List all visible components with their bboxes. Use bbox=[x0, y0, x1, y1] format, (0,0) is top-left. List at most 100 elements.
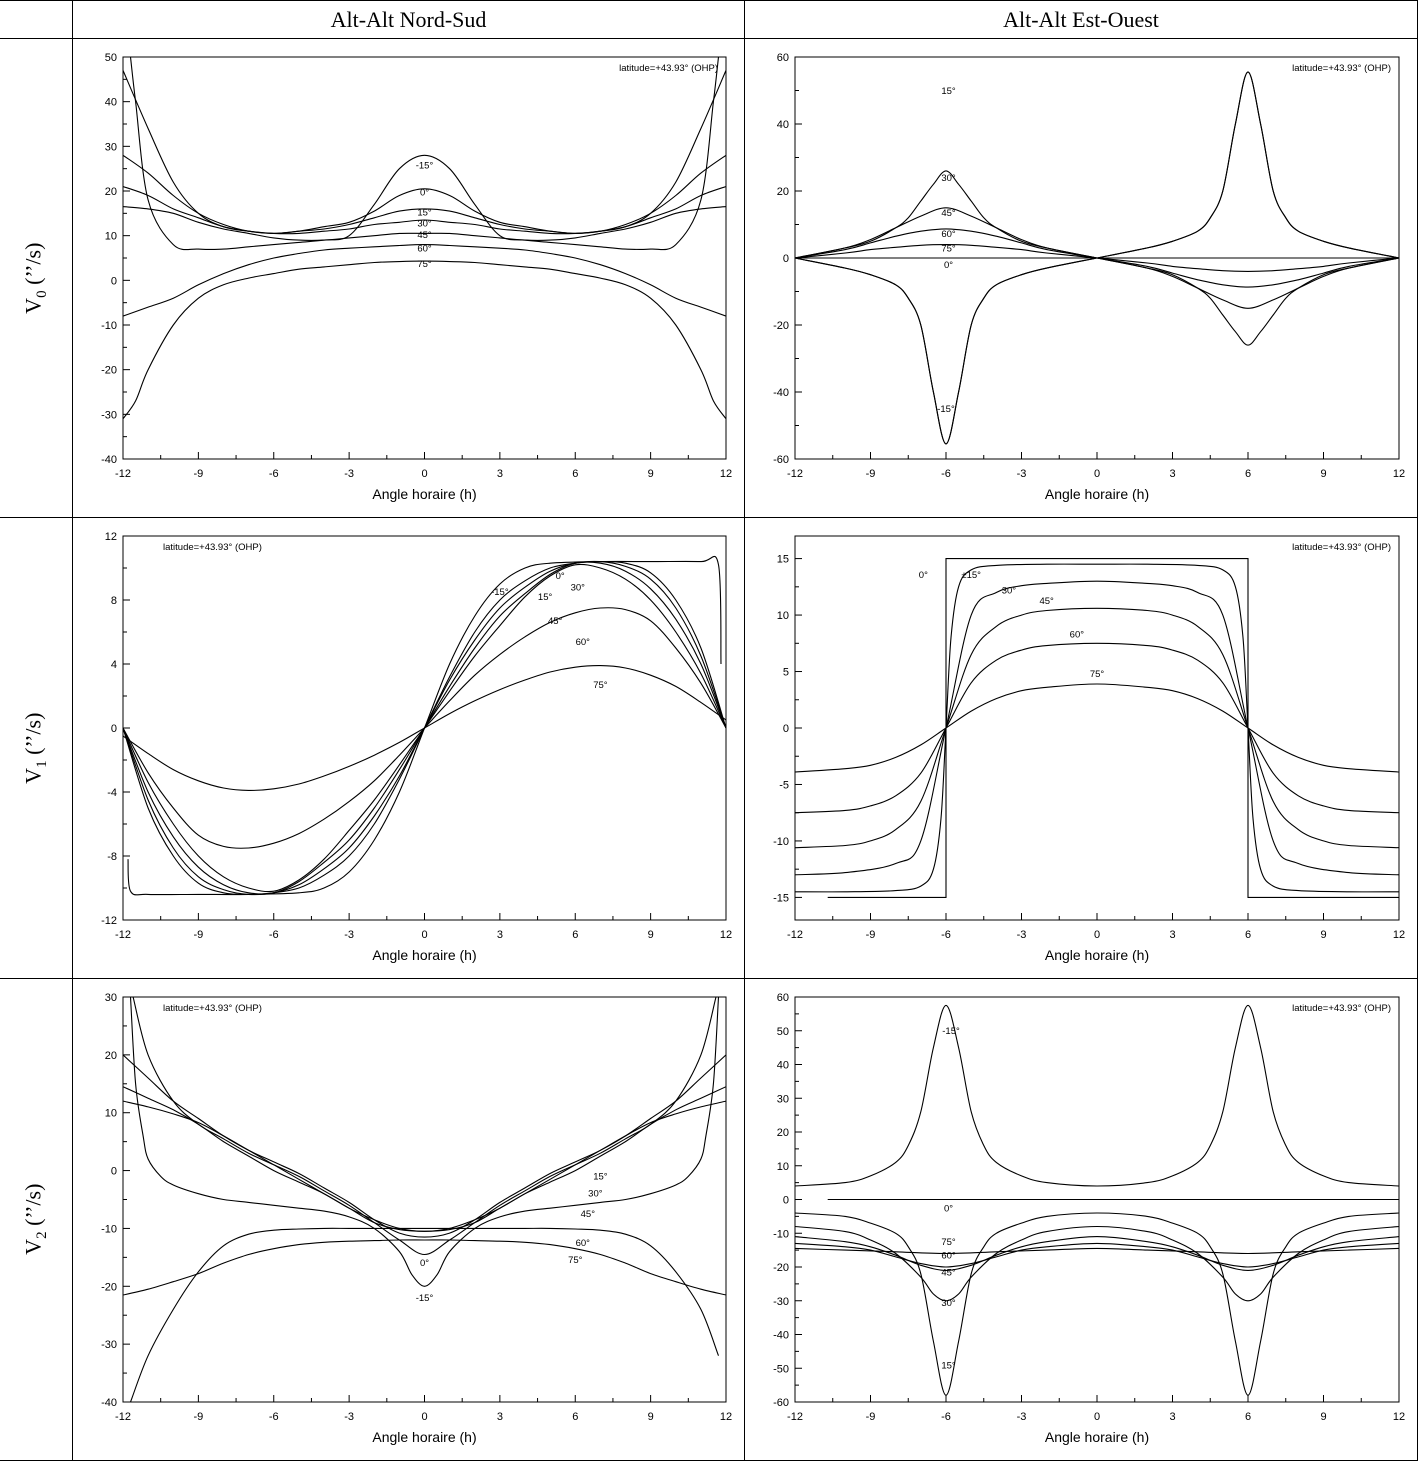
y-tick-label: 0 bbox=[783, 1195, 789, 1207]
x-tick-label: 12 bbox=[1393, 468, 1405, 480]
y-tick-label: 20 bbox=[105, 1050, 117, 1062]
y-tick-label: 0 bbox=[783, 723, 789, 735]
chart-annotation: latitude=+43.93° (OHP) bbox=[1292, 63, 1391, 74]
series-group bbox=[123, 997, 726, 1402]
series-group bbox=[795, 71, 1399, 445]
series-line bbox=[795, 642, 1399, 814]
row-label-symbol: V bbox=[20, 767, 46, 784]
series-label: 15° bbox=[417, 208, 432, 219]
y-tick-label: -20 bbox=[101, 365, 117, 377]
series-label: 75° bbox=[568, 1255, 583, 1266]
x-tick-label: 12 bbox=[720, 929, 732, 941]
series-label: 0° bbox=[556, 571, 565, 582]
x-tick-label: 0 bbox=[1094, 929, 1100, 941]
table-border-top bbox=[0, 0, 1418, 1]
row-label-unit: (’’/s) bbox=[20, 712, 46, 761]
y-tick-label: -20 bbox=[773, 1262, 789, 1274]
row-label-unit: (’’/s) bbox=[20, 1183, 46, 1232]
x-tick-label: 0 bbox=[1094, 1411, 1100, 1423]
x-tick-label: 3 bbox=[497, 1411, 503, 1423]
chart-annotation: latitude=+43.93° (OHP) bbox=[619, 63, 718, 74]
x-tick-label: -3 bbox=[344, 1411, 354, 1423]
series-label: 0° bbox=[944, 1203, 953, 1214]
x-tick-label: -12 bbox=[787, 1411, 803, 1423]
y-tick-label: 30 bbox=[105, 141, 117, 153]
chart-annotation: latitude=+43.93° (OHP) bbox=[163, 542, 262, 553]
series-label: 75° bbox=[417, 259, 432, 270]
row-label-subscript: 2 bbox=[34, 1231, 51, 1240]
series-label: 60° bbox=[576, 637, 591, 648]
series-line bbox=[795, 683, 1399, 773]
y-tick-label: 10 bbox=[777, 1161, 789, 1173]
y-tick-label: 20 bbox=[777, 1127, 789, 1139]
x-axis-label: Angle horaire (h) bbox=[1045, 1429, 1149, 1445]
row-label-symbol: V bbox=[20, 297, 46, 314]
series-label: -15° bbox=[416, 161, 434, 172]
x-tick-label: -9 bbox=[193, 929, 203, 941]
x-tick-label: -9 bbox=[193, 468, 203, 480]
series-line bbox=[129, 57, 720, 251]
series-label: 15° bbox=[593, 1171, 608, 1182]
y-tick-label: 20 bbox=[777, 186, 789, 198]
series-line bbox=[129, 997, 720, 1287]
y-tick-label: 50 bbox=[777, 1026, 789, 1038]
series-line bbox=[123, 206, 726, 241]
plot-frame bbox=[794, 535, 1400, 921]
series-label: -15° bbox=[937, 404, 955, 415]
series-line bbox=[795, 1212, 1399, 1396]
row-label-subscript: 0 bbox=[34, 290, 51, 298]
series-line bbox=[123, 665, 726, 791]
x-tick-label: 9 bbox=[648, 1411, 654, 1423]
y-tick-label: 4 bbox=[111, 659, 117, 671]
x-axis-label: Angle horaire (h) bbox=[372, 947, 476, 963]
y-tick-label: 10 bbox=[105, 1108, 117, 1120]
row-label-v2: V2 (’’/s) bbox=[0, 979, 72, 1460]
chart-v1-nord-sud: -12 -9 -6 -3 0 3 6 9 12 -12 -8 -4 0 4 8 12 Angle horaire… bbox=[73, 518, 744, 978]
series-label: 75° bbox=[941, 243, 956, 254]
x-axis-label: Angle horaire (h) bbox=[372, 1429, 476, 1445]
y-tick-label: 5 bbox=[783, 667, 789, 679]
x-tick-label: 3 bbox=[497, 929, 503, 941]
x-tick-label: -9 bbox=[866, 468, 876, 480]
x-tick-label: 6 bbox=[572, 468, 578, 480]
y-tick-label: 10 bbox=[105, 231, 117, 243]
series-line bbox=[827, 558, 1399, 898]
x-tick-label: 9 bbox=[1320, 1411, 1326, 1423]
column-header-est-ouest: Alt-Alt Est-Ouest bbox=[1003, 7, 1159, 32]
y-tick-label: -60 bbox=[773, 1397, 789, 1409]
series-label: 15° bbox=[941, 86, 956, 97]
x-tick-label: 6 bbox=[1245, 468, 1251, 480]
row-label-v0: V0 (’’/s) bbox=[0, 39, 72, 517]
y-tick-label: -30 bbox=[101, 1339, 117, 1351]
series-line bbox=[123, 185, 726, 235]
series-label: -15° bbox=[942, 1026, 960, 1037]
series-group bbox=[123, 555, 726, 896]
series-label: 45° bbox=[417, 230, 432, 241]
plot-frame bbox=[122, 996, 727, 1403]
series-label: 15° bbox=[941, 1360, 956, 1371]
chart-svg: -12 -9 -6 -3 0 3 6 9 12 -12 -8 -4 0 4 8 12 Angle horaire… bbox=[101, 531, 732, 963]
x-tick-label: -6 bbox=[941, 468, 951, 480]
table-border-row2 bbox=[0, 978, 1418, 979]
x-tick-label: 6 bbox=[1245, 929, 1251, 941]
series-label: 75° bbox=[1090, 669, 1105, 680]
series-line bbox=[123, 154, 726, 234]
chart-annotation: latitude=+43.93° (OHP) bbox=[1292, 1003, 1391, 1014]
y-tick-label: 12 bbox=[105, 531, 117, 543]
series-line bbox=[123, 1239, 726, 1296]
table-border-header bbox=[0, 38, 1418, 39]
x-tick-label: -12 bbox=[115, 929, 131, 941]
x-tick-label: -6 bbox=[941, 1411, 951, 1423]
y-tick-label: 40 bbox=[777, 1060, 789, 1072]
y-tick-label: -8 bbox=[107, 851, 117, 863]
series-label: 45° bbox=[941, 1267, 956, 1278]
series-group bbox=[123, 57, 726, 420]
chart-svg: -12 -9 -6 -3 0 3 6 9 12-60-50-40-30-20-100102030… bbox=[773, 992, 1405, 1445]
y-tick-label: -40 bbox=[101, 454, 117, 466]
y-tick-label: -10 bbox=[773, 1228, 789, 1240]
x-tick-label: -9 bbox=[866, 929, 876, 941]
series-label: 75° bbox=[941, 1237, 956, 1248]
series-line bbox=[795, 1247, 1399, 1255]
series-label: 75° bbox=[593, 680, 608, 691]
x-tick-label: 3 bbox=[1169, 468, 1175, 480]
